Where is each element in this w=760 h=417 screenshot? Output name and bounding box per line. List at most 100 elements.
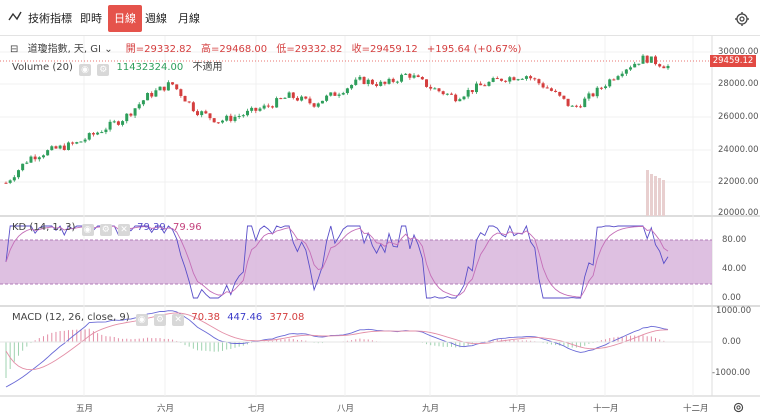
macd-histogram-bar xyxy=(463,342,465,347)
candle-body xyxy=(495,78,499,80)
kd-legend: KD (14, 1, 3) ◉ ⚙ ✕ 79.39 79.96 xyxy=(12,222,202,236)
settings-gear-icon[interactable] xyxy=(734,11,750,31)
macd-histogram-bar xyxy=(567,342,569,348)
candle-body xyxy=(462,96,466,100)
month-label: 十一月 xyxy=(593,404,619,414)
chart-line-icon[interactable] xyxy=(8,9,22,28)
indicators-button[interactable]: 技術指標 xyxy=(28,12,72,25)
macd-histogram-bar xyxy=(521,340,523,342)
candle-body xyxy=(162,86,166,91)
candle-body xyxy=(633,63,637,68)
macd-histogram-bar xyxy=(59,331,61,342)
month-label: 十月 xyxy=(509,404,527,414)
change-value: +195.64 (+0.67%) xyxy=(426,44,522,55)
macd-histogram-bar xyxy=(226,342,228,350)
macd-histogram-bar xyxy=(105,336,107,342)
settings-icon[interactable]: ⚙ xyxy=(153,314,166,326)
candle-body xyxy=(233,116,237,121)
monthly-button[interactable]: 月線 xyxy=(178,12,200,25)
volume-label[interactable]: Volume (20) xyxy=(12,62,73,73)
candle-body xyxy=(466,90,470,97)
candle-body xyxy=(37,157,41,160)
volume-legend: Volume (20) ◉ ⚙ 11432324.00 不適用 xyxy=(12,58,222,76)
candle-body xyxy=(200,111,204,116)
month-label: 六月 xyxy=(157,404,175,414)
candle-body xyxy=(558,91,562,96)
macd-histogram-bar xyxy=(600,340,602,342)
macd-histogram-bar xyxy=(130,339,132,342)
weekly-button[interactable]: 週線 xyxy=(145,12,167,25)
macd-histogram-bar xyxy=(22,342,24,351)
candle-body xyxy=(150,92,154,97)
realtime-button[interactable]: 即時 xyxy=(80,12,102,25)
macd-histogram-bar xyxy=(84,329,86,342)
candle-body xyxy=(175,84,179,90)
price-tick: 30000.00 xyxy=(718,47,759,57)
macd-histogram-bar xyxy=(438,342,440,347)
visibility-icon[interactable]: ◉ xyxy=(81,224,94,236)
candle-body xyxy=(441,91,445,95)
close-icon[interactable]: ✕ xyxy=(172,314,185,326)
candle-body xyxy=(108,121,112,130)
candle-body xyxy=(341,93,345,95)
candle-body xyxy=(350,84,354,89)
volume-na: 不適用 xyxy=(192,62,223,73)
candle-body xyxy=(91,133,95,135)
candle-body xyxy=(291,92,295,98)
candle-body xyxy=(312,103,316,107)
candle-body xyxy=(658,64,662,67)
open-value: 開=29332.82 xyxy=(125,44,192,55)
candle-body xyxy=(229,115,233,121)
macd-histogram-bar xyxy=(63,330,65,342)
candle-body xyxy=(237,116,241,118)
candle-body xyxy=(429,86,433,89)
kd-label[interactable]: KD (14, 1, 3) xyxy=(12,222,76,233)
candle-body xyxy=(437,88,441,92)
candle-body xyxy=(524,76,528,79)
visibility-icon[interactable]: ◉ xyxy=(135,314,148,326)
month-label: 五月 xyxy=(76,404,94,414)
candle-body xyxy=(604,86,608,89)
settings-icon[interactable]: ⚙ xyxy=(97,64,110,76)
macd-histogram-bar xyxy=(109,336,111,342)
candle-body xyxy=(146,92,150,101)
candle-body xyxy=(408,73,412,78)
macd-histogram-bar xyxy=(17,342,19,356)
candle-body xyxy=(616,76,620,80)
macd-histogram-bar xyxy=(80,329,82,342)
candle-body xyxy=(300,96,304,101)
candle-body xyxy=(395,81,399,83)
symbol-label[interactable]: 道瓊指數, 天, GI xyxy=(27,44,101,55)
visibility-icon[interactable]: ◉ xyxy=(79,64,92,76)
settings-gear-icon[interactable] xyxy=(732,399,745,417)
daily-button[interactable]: 日線 xyxy=(108,5,142,32)
candle-body xyxy=(225,115,229,121)
macd-label[interactable]: MACD (12, 26, close, 9) xyxy=(12,312,130,323)
macd-histogram-bar xyxy=(30,342,32,344)
chevron-down-icon[interactable]: ⌄ xyxy=(104,44,113,55)
macd-histogram-bar xyxy=(51,332,53,342)
candle-body xyxy=(504,80,508,82)
candle-body xyxy=(96,132,100,135)
volume-value: 11432324.00 xyxy=(116,62,184,73)
macd-histogram-bar xyxy=(430,342,432,346)
candle-body xyxy=(579,106,583,108)
macd-histogram-bar xyxy=(609,338,611,342)
macd-value-3: 377.08 xyxy=(269,312,305,323)
macd-histogram-bar xyxy=(296,339,298,342)
candle-body xyxy=(358,76,362,80)
close-icon[interactable]: ✕ xyxy=(117,224,130,236)
collapse-icon[interactable]: ⊟ xyxy=(10,44,19,55)
settings-icon[interactable]: ⚙ xyxy=(99,224,112,236)
macd-histogram-bar xyxy=(346,340,348,342)
macd-histogram-bar xyxy=(230,342,232,349)
chart-canvas[interactable] xyxy=(0,36,760,417)
kd-k-value: 79.39 xyxy=(137,222,166,233)
macd-histogram-bar xyxy=(88,328,90,342)
macd-histogram-bar xyxy=(13,342,15,362)
macd-histogram-bar xyxy=(588,342,590,344)
candle-body xyxy=(416,75,420,78)
macd-histogram-bar xyxy=(621,336,623,342)
candle-body xyxy=(196,111,200,116)
macd-histogram-bar xyxy=(209,342,211,352)
